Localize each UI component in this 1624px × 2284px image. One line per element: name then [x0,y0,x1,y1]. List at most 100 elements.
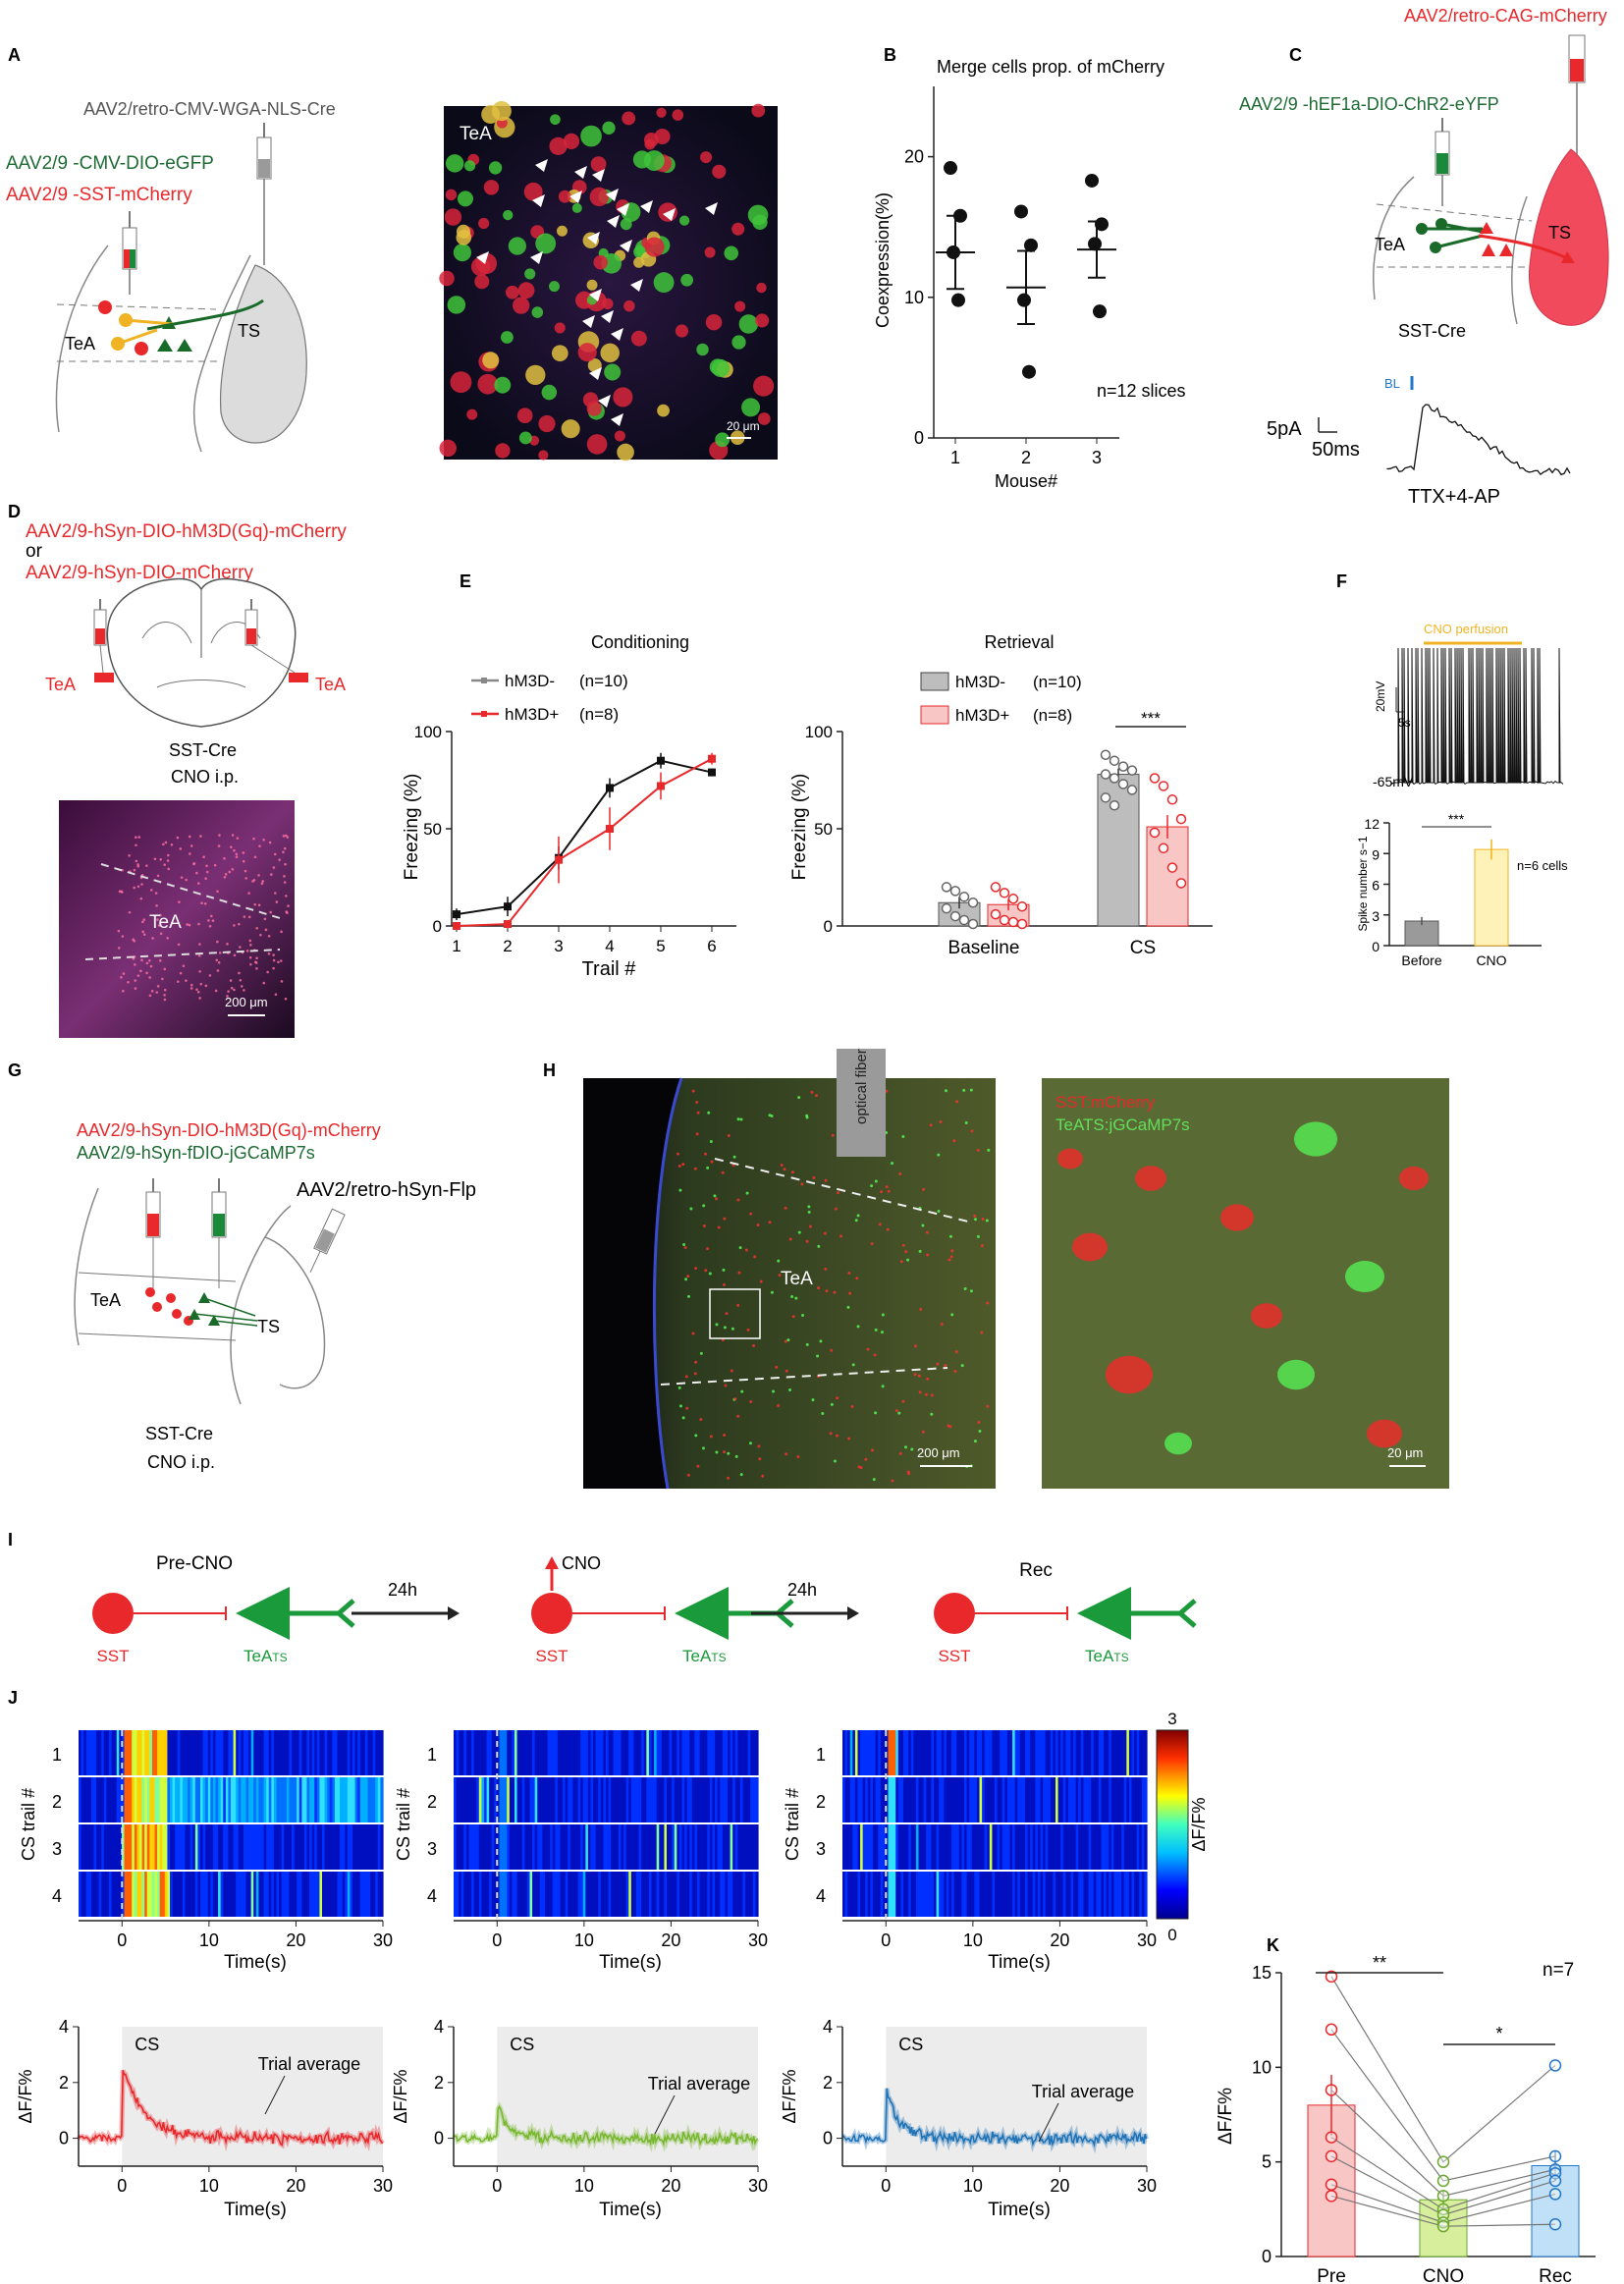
cell-soma [715,1197,719,1201]
cell-soma [790,1170,794,1174]
image-tag: TeA [149,912,182,933]
arrowhead-icon [589,289,602,301]
tick-label: 0 [59,2129,69,2148]
cell-soma [871,1448,875,1452]
tick-label: 0 [1372,939,1380,954]
cell-soma [734,300,746,312]
cell-soma [541,384,558,401]
cell-soma [741,398,761,417]
annotation-arrow [654,2094,676,2135]
cell-soma [949,1255,953,1259]
data-point [1548,2059,1562,2072]
scale-bar-label: 50ms [1312,439,1360,461]
data-point [1109,755,1120,766]
sst-cell-icon [531,1593,572,1634]
cell-label: TeATS [1085,1647,1129,1665]
annotation: Trial average [648,2074,750,2094]
cell-soma [134,987,137,990]
cell-soma [199,982,203,986]
cell-soma [255,967,258,970]
data-point [1100,749,1111,761]
y-axis-label: ΔF/F% [780,2069,799,2123]
cell-soma [148,994,152,998]
cell-soma [684,1375,688,1379]
panel-letter: K [1267,1935,1279,1955]
cell-soma [819,1339,823,1343]
cs-period-shade [122,2027,384,2166]
cell-soma [185,979,188,982]
cell-soma [921,1187,925,1191]
data-point [1436,2174,1450,2188]
arrowhead-icon [617,203,629,216]
cell-soma [208,924,212,928]
cell-soma [910,1447,914,1451]
data-point [1126,765,1138,776]
arrowhead-icon [476,251,489,264]
cell-soma [791,1315,795,1319]
legend-label: hM3D+ [505,705,559,724]
tick-label: 9 [1372,846,1380,862]
cell-soma [850,1405,854,1409]
syringe-icon [122,211,137,295]
cell-soma [872,1478,876,1482]
arrowhead-icon [592,169,605,182]
cell-soma [885,1185,889,1189]
cell-soma [242,859,245,863]
cell-soma [963,1286,967,1290]
cell-soma [706,1247,710,1251]
cell-soma [973,1440,977,1443]
cell-soma [257,874,260,877]
x-axis-label: Time(s) [224,2200,287,2220]
microscopy-image-d [59,800,295,1038]
x-axis-label: Time(s) [988,2200,1051,2220]
y-axis-label: CS trail # [783,1788,802,1861]
cell-soma [242,851,245,854]
data-point [949,910,961,922]
cell-soma [656,107,667,118]
paired-line [1330,2029,1556,2182]
cell-soma [117,947,121,950]
cell-soma [836,1396,839,1400]
cell-soma [141,930,144,934]
cell-soma [702,1224,706,1228]
cell-soma [186,923,189,926]
cell-soma [198,970,201,973]
data-point [1325,2178,1338,2192]
cell-soma [463,160,476,172]
cell-soma [682,1243,686,1247]
cell-soma [757,1444,761,1448]
tick-label: 20 [286,2176,305,2196]
cell-soma [179,971,183,975]
cell-label: SST [96,1647,129,1665]
cell-soma [282,835,286,838]
tick-label: 1 [816,1745,826,1765]
brain-outline [230,1205,292,1405]
data-point [1085,173,1099,188]
annotation: n=7 [1543,1960,1574,1981]
y-axis-label: Coexpression(%) [873,192,893,328]
cell-soma [715,1450,719,1454]
y-axis-label: Freezing (%) [402,774,422,881]
arrowhead-icon [569,190,582,203]
cell-soma [752,1343,756,1347]
tick-label: 10 [904,288,924,307]
cell-soma [755,313,770,328]
cell-soma [439,439,457,458]
cell-soma [874,1179,878,1183]
cell-soma [723,1217,727,1221]
trial-average-trace [841,2088,1148,2148]
paired-line [1330,2184,1556,2223]
cell-soma [708,1272,712,1276]
virus-label: AAV2/9 -SST-mCherry [6,185,192,205]
scale-bar-label: 5s [1398,716,1411,730]
data-point [990,882,1001,893]
tick-label: 30 [748,1931,768,1950]
tick-label: 30 [373,1931,393,1950]
cell-soma [623,299,635,312]
cell-soma [672,109,684,121]
cell-soma [477,373,499,395]
cell-soma [524,268,536,280]
cell-soma [857,1465,861,1469]
cell-soma [163,993,166,997]
cell-soma [133,868,136,872]
